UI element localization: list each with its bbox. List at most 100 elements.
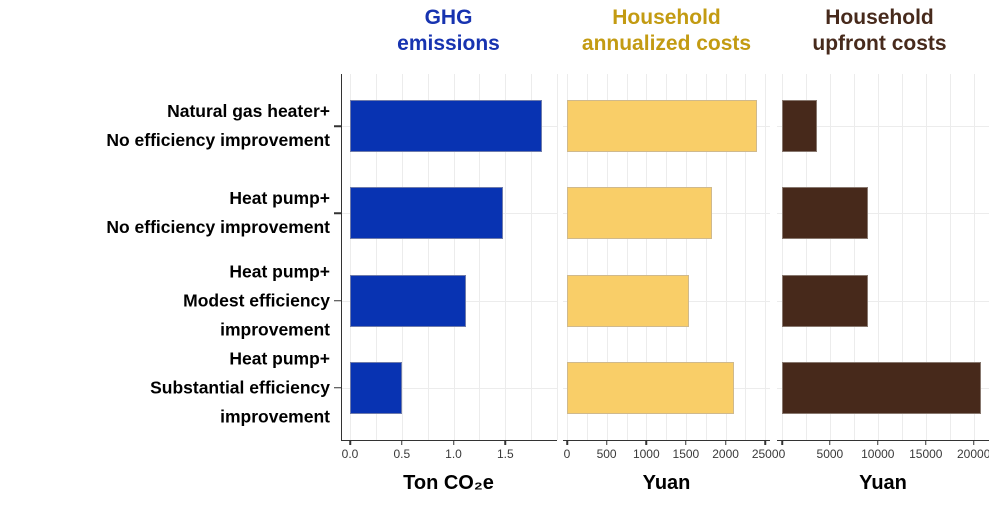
panel-title-line: Household <box>825 6 934 29</box>
x-axis-tick <box>764 440 766 445</box>
gridline-vertical <box>806 74 807 440</box>
panel-title-upfront-costs: Household upfront costs <box>770 5 989 57</box>
gridline-vertical <box>626 74 628 440</box>
x-axis-tick <box>877 440 879 445</box>
gridline-vertical <box>586 74 588 440</box>
panel-title-annualized-costs: Household annualized costs <box>553 5 780 57</box>
panel-title-line: GHG <box>424 6 473 29</box>
gridline-vertical <box>375 74 377 440</box>
x-axis-tick-label: 0 <box>563 447 571 461</box>
x-axis-tick-label: 1500 <box>672 447 700 461</box>
bar <box>567 100 758 153</box>
row-label: Natural gas heater+ No efficiency improve… <box>106 101 330 151</box>
gridline-vertical <box>666 74 668 440</box>
x-axis-tick-label: 1000 <box>632 447 660 461</box>
panel-title-line: upfront costs <box>812 32 947 55</box>
bar <box>782 187 869 240</box>
gridline-vertical <box>705 74 707 440</box>
y-axis-tick <box>334 299 341 302</box>
gridline-vertical <box>925 74 927 440</box>
x-axis-tick <box>685 440 687 445</box>
gridline-horizontal <box>777 213 989 215</box>
x-axis-tick <box>781 440 783 445</box>
x-axis-tick-label: 0.5 <box>393 447 411 461</box>
x-axis-tick <box>972 440 975 445</box>
x-axis-tick-label: 1.5 <box>496 447 514 461</box>
gridline-vertical <box>531 74 533 440</box>
x-axis-tick-label: 2500 <box>751 447 779 461</box>
gridline-horizontal <box>777 126 989 128</box>
gridline-vertical <box>427 74 429 440</box>
x-axis-tick <box>452 440 455 445</box>
x-axis-tick <box>605 440 608 445</box>
gridline-vertical <box>401 74 403 440</box>
gridline-vertical <box>505 74 507 440</box>
panel-upfront-costs: 0 5000 10000 15000 20000 <box>777 74 989 461</box>
gridline-vertical <box>765 74 767 440</box>
bar <box>782 361 982 414</box>
x-axis-tick-label: 1.0 <box>445 447 462 461</box>
gridline-vertical <box>479 74 481 440</box>
gridline-vertical <box>745 74 747 440</box>
gridline-vertical <box>949 74 951 440</box>
row-label: Heat pump+ Substantial efficiency improvem… <box>150 348 330 427</box>
gridline-horizontal <box>777 300 989 302</box>
x-axis-tick <box>645 440 648 445</box>
gridline-vertical <box>782 74 783 440</box>
x-axis-tick <box>401 440 403 445</box>
bar <box>567 361 734 414</box>
x-axis-tick-label: 5000 <box>816 447 844 461</box>
bar <box>782 100 817 153</box>
category-labels: Natural gas heater+ No efficiency improve… <box>0 74 330 440</box>
gridline-vertical <box>901 74 903 440</box>
gridline-vertical <box>853 74 855 440</box>
gridline-vertical <box>829 74 831 440</box>
x-axis-title-yuan-upfront: Yuan <box>859 472 907 494</box>
gridline-vertical <box>350 74 351 440</box>
gridline-vertical <box>725 74 727 440</box>
bar <box>567 274 690 327</box>
bar <box>350 361 402 414</box>
panel-title-line: Household <box>612 6 721 29</box>
x-axis-tick <box>829 440 831 445</box>
gridline-vertical <box>877 74 879 440</box>
gridline-vertical <box>973 74 975 440</box>
y-axis-tick <box>334 212 341 215</box>
panel-title-line: emissions <box>397 32 500 55</box>
row-label: Heat pump+ No efficiency improvement <box>106 188 330 238</box>
x-axis-tick-label: 15000 <box>909 447 943 461</box>
row-label: Heat pump+ Modest efficiency improvement <box>183 261 330 340</box>
gridline-vertical <box>685 74 687 440</box>
bar <box>567 187 713 240</box>
x-axis-tick-label: 500 <box>596 447 617 461</box>
x-axis-title-yuan-annualized: Yuan <box>642 472 691 494</box>
gridline-vertical <box>453 74 455 440</box>
x-axis-tick <box>349 440 351 445</box>
panel-title-line: annualized costs <box>581 32 752 55</box>
x-axis-tick-label: 0.0 <box>341 447 359 461</box>
panel-title-ghg-emissions: GHG emissions <box>341 5 556 57</box>
x-axis-tick <box>925 440 927 445</box>
gridline-vertical <box>567 74 568 440</box>
x-axis-tick <box>724 440 727 445</box>
x-axis-title-ton-co2e: Ton CO₂e <box>403 472 494 494</box>
bar <box>350 100 542 153</box>
x-axis-tick-label: 20000 <box>957 447 989 461</box>
gridline-vertical <box>606 74 608 440</box>
x-axis-tick-label: 2000 <box>712 447 739 461</box>
bar <box>350 187 504 240</box>
gridline-vertical <box>557 74 558 440</box>
x-axis-tick <box>566 440 568 445</box>
panel-ghg-emissions: 0.0 0.5 1.0 1.5 <box>334 74 558 461</box>
x-axis-tick-label: 0 <box>778 447 786 461</box>
panel-annualized-costs: 0 500 1000 1500 2000 2500 <box>563 74 779 461</box>
y-axis-tick <box>334 386 341 389</box>
bar <box>350 274 466 327</box>
gridline-horizontal <box>342 387 557 389</box>
x-axis-tick <box>504 440 507 445</box>
y-axis-tick <box>334 125 341 128</box>
gridline-vertical <box>646 74 648 440</box>
x-axis-tick-label: 10000 <box>861 447 895 461</box>
bar <box>782 274 869 327</box>
